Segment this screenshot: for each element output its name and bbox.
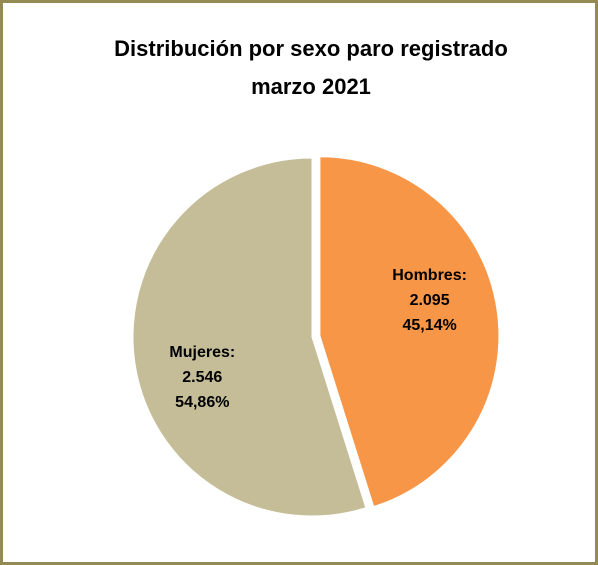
- data-label: 45,14%: [402, 317, 456, 334]
- data-label: Hombres:: [392, 267, 467, 284]
- data-label: 54,86%: [175, 394, 229, 411]
- data-label: 2.546: [182, 369, 222, 386]
- data-label: 2.095: [410, 292, 450, 309]
- pie-slice: [132, 157, 367, 517]
- pie-slice: [319, 156, 500, 508]
- data-label: Mujeres:: [169, 344, 235, 361]
- chart-title: marzo 2021: [251, 74, 371, 99]
- chart-title: Distribución por sexo paro registrado: [114, 36, 508, 61]
